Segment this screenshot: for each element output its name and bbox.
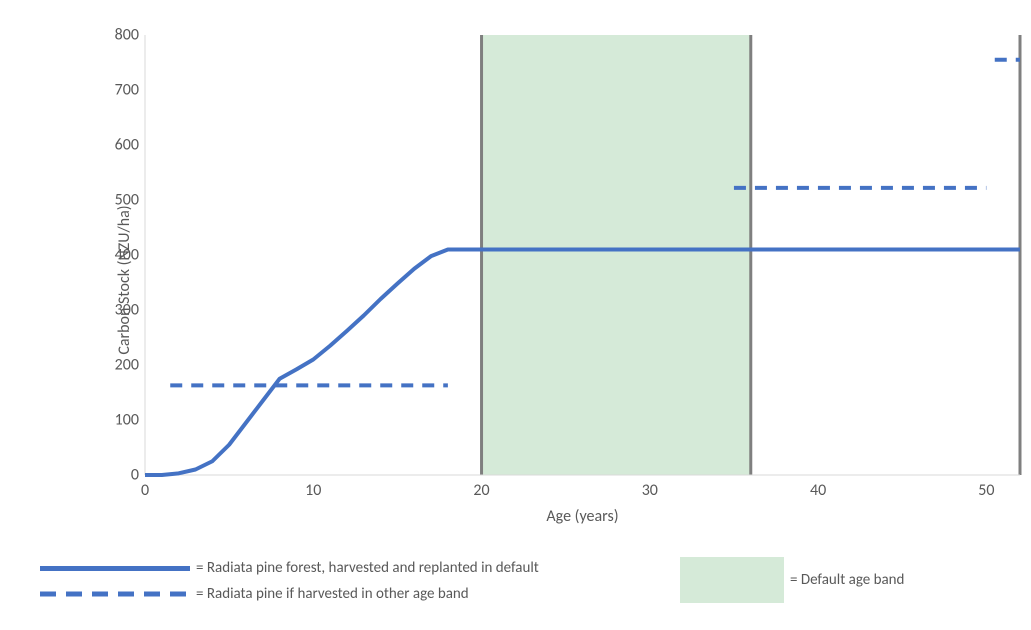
y-tick-label: 300 — [105, 301, 139, 320]
legend-swatch-band-box — [680, 557, 784, 603]
plot-svg — [145, 35, 1020, 475]
y-tick-label: 200 — [105, 356, 139, 375]
x-axis-title: Age (years) — [145, 507, 1020, 526]
y-tick-label: 400 — [105, 246, 139, 265]
legend-item-other: = Radiata pine if harvested in other age… — [40, 585, 469, 603]
x-tick-label: 0 — [141, 481, 149, 500]
x-tick-label: 50 — [978, 481, 994, 500]
legend-label: = Radiata pine forest, harvested and rep… — [196, 559, 539, 577]
y-tick-label: 800 — [105, 26, 139, 45]
y-tick-label: 100 — [105, 411, 139, 430]
legend-label: = Default age band — [790, 571, 904, 589]
legend-label: = Radiata pine if harvested in other age… — [196, 585, 469, 603]
x-tick-label: 30 — [642, 481, 658, 500]
y-tick-label: 700 — [105, 81, 139, 100]
legend-swatch-solid-line — [40, 566, 190, 571]
default-age-band-region — [482, 35, 751, 475]
y-tick-label: 0 — [105, 466, 139, 485]
legend-item-band: = Default age band — [680, 557, 904, 603]
x-tick-label: 10 — [305, 481, 321, 500]
carbon-stock-chart: Carbon Stock (NZU/ha) 010020030040050060… — [40, 20, 1000, 540]
y-tick-label: 500 — [105, 191, 139, 210]
x-tick-label: 20 — [473, 481, 489, 500]
y-axis-title: Carbon Stock (NZU/ha) — [115, 205, 134, 354]
plot-area — [145, 35, 1020, 475]
legend: = Radiata pine forest, harvested and rep… — [40, 555, 1000, 615]
y-tick-label: 600 — [105, 136, 139, 155]
legend-swatch-dashed-line — [40, 589, 190, 599]
legend-item-default: = Radiata pine forest, harvested and rep… — [40, 559, 539, 577]
x-tick-label: 40 — [810, 481, 826, 500]
